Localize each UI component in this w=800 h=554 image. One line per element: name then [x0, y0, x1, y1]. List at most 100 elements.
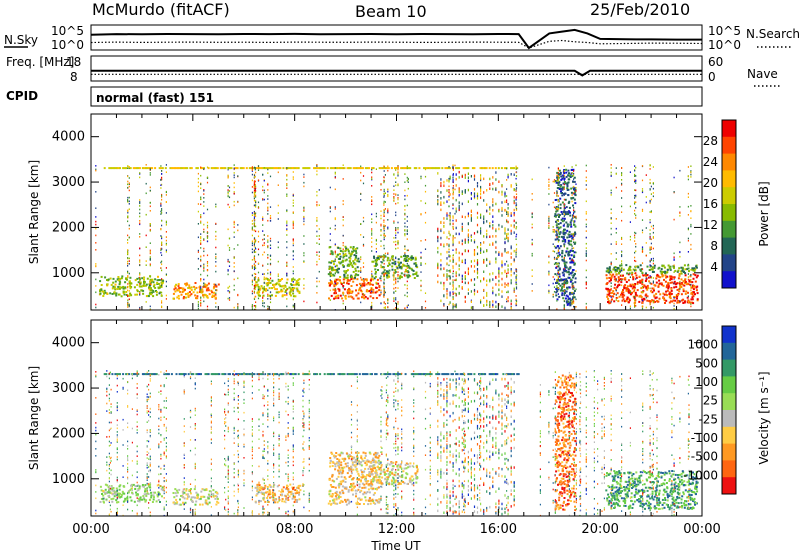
- scatter-cell: [139, 233, 141, 235]
- scatter-cell: [646, 299, 649, 302]
- scatter-cell: [614, 270, 617, 273]
- scatter-cell: [266, 278, 269, 280]
- scatter-cell: [616, 266, 619, 269]
- scatter-cell: [610, 296, 612, 298]
- scatter-cell: [397, 277, 399, 280]
- scatter-cell: [303, 261, 305, 263]
- scatter-cell: [452, 298, 454, 301]
- scatter-cell: [621, 243, 623, 245]
- scatter-cell: [689, 275, 692, 278]
- scatter-cell: [200, 233, 202, 235]
- scatter-cell: [455, 274, 457, 278]
- scatter-cell: [495, 246, 497, 249]
- scatter-cell: [228, 186, 231, 189]
- scatter-cell: [511, 167, 514, 170]
- scatter-cell: [483, 177, 485, 181]
- scatter-cell: [458, 194, 460, 197]
- scatter-cell: [165, 224, 167, 226]
- scatter-cell: [292, 277, 294, 279]
- scatter-cell: [262, 244, 264, 247]
- scatter-cell: [342, 291, 344, 294]
- scatter-cell: [515, 254, 517, 256]
- scatter-cell: [673, 259, 675, 261]
- scatter-cell: [174, 290, 177, 293]
- scatter-cell: [200, 301, 202, 304]
- scatter-cell: [197, 223, 199, 225]
- scatter-cell: [557, 280, 559, 282]
- scatter-cell: [559, 173, 562, 175]
- scatter-cell: [571, 233, 573, 235]
- scatter-cell: [420, 175, 422, 178]
- scatter-cell: [274, 288, 277, 291]
- scatter-cell: [372, 297, 375, 300]
- scatter-cell: [563, 278, 565, 281]
- scatter-cell: [620, 293, 622, 296]
- scatter-cell: [634, 303, 636, 306]
- scatter-cell: [383, 256, 385, 259]
- scatter-cell: [257, 165, 260, 167]
- scatter-cell: [696, 285, 699, 288]
- scatter-cell: [127, 283, 129, 285]
- scatter-cell: [267, 282, 269, 284]
- scatter-cell: [500, 167, 503, 170]
- scatter-cell: [695, 289, 698, 292]
- scatter-cell: [610, 174, 612, 176]
- scatter-cell: [437, 262, 439, 266]
- scatter-cell: [673, 297, 675, 299]
- scatter-cell: [335, 255, 338, 258]
- scatter-cell: [470, 239, 472, 242]
- scatter-cell: [570, 240, 573, 243]
- scatter-cell: [455, 278, 457, 282]
- scatter-cell: [334, 173, 336, 175]
- scatter-cell: [449, 193, 451, 196]
- scatter-cell: [467, 188, 469, 192]
- scatter-cell: [568, 286, 571, 289]
- scatter-cell: [574, 231, 576, 234]
- scatter-cell: [448, 199, 450, 201]
- scatter-cell: [387, 210, 389, 213]
- scatter-cell: [513, 225, 515, 229]
- scatter-cell: [632, 276, 635, 279]
- scatter-cell: [571, 282, 574, 285]
- scatter-cell: [286, 261, 288, 264]
- scatter-cell: [561, 240, 564, 243]
- scatter-cell: [362, 245, 365, 247]
- scatter-cell: [189, 167, 192, 170]
- scatter-cell: [470, 290, 472, 293]
- scatter-cell: [404, 248, 406, 250]
- scatter-cell: [110, 283, 113, 286]
- scatter-cell: [342, 285, 345, 287]
- scatter-cell: [563, 203, 565, 205]
- scatter-cell: [254, 265, 256, 267]
- scatter-cell: [563, 270, 566, 273]
- scatter-cell: [676, 301, 679, 304]
- scatter-cell: [253, 191, 255, 193]
- scatter-cell: [377, 269, 379, 271]
- scatter-cell: [515, 276, 517, 278]
- scatter-cell: [152, 491, 155, 494]
- scatter-cell: [563, 233, 566, 236]
- scatter-cell: [393, 193, 395, 195]
- scatter-cell: [687, 239, 689, 242]
- scatter-cell: [507, 290, 509, 294]
- scatter-cell: [395, 177, 397, 179]
- scatter-cell: [570, 187, 573, 190]
- scatter-cell: [569, 301, 572, 304]
- scatter-cell: [673, 264, 675, 267]
- scatter-cell: [574, 225, 577, 228]
- scatter-cell: [663, 299, 666, 302]
- scatter-cell: [495, 178, 497, 181]
- scatter-cell: [650, 193, 652, 195]
- scatter-cell: [621, 267, 623, 270]
- scatter-cell: [687, 273, 689, 275]
- scatter-cell: [112, 281, 115, 284]
- scatter-cell: [404, 307, 406, 309]
- scatter-cell: [658, 297, 661, 300]
- scatter-cell: [486, 291, 488, 295]
- scatter-cell: [387, 190, 389, 193]
- scatter-cell: [548, 215, 550, 218]
- scatter-cell: [394, 167, 396, 170]
- scatter-cell: [565, 300, 568, 303]
- scatter-cell: [95, 249, 97, 251]
- scatter-cell: [456, 167, 459, 170]
